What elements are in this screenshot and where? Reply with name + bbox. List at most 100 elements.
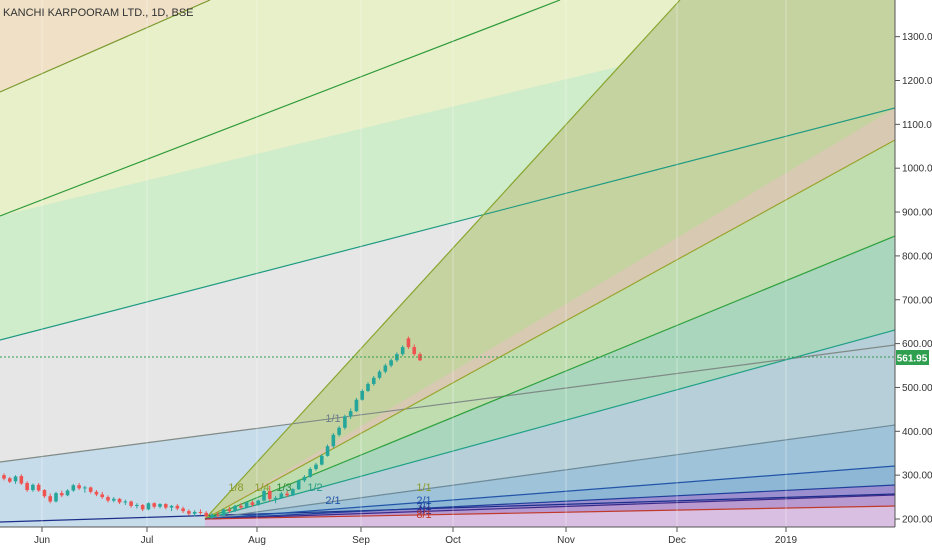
candle-body[interactable] (406, 338, 411, 348)
candle-body[interactable] (383, 365, 388, 372)
candle-body[interactable] (198, 511, 203, 513)
fan-ratio-label: 1/1 (325, 413, 340, 425)
y-tick-label: 400.00 (902, 427, 932, 438)
candle-body[interactable] (36, 484, 41, 491)
candle-body[interactable] (13, 476, 18, 482)
candle-body[interactable] (239, 505, 243, 508)
last-price-label: 561.95 (897, 354, 928, 365)
candle-body[interactable] (308, 469, 313, 477)
candle-body[interactable] (291, 489, 295, 496)
candle-body[interactable] (319, 455, 324, 465)
candle-body[interactable] (187, 511, 191, 514)
time-axis[interactable]: Jun Jul Aug Sep Oct Nov Dec 2019 (34, 527, 798, 546)
candle-body[interactable] (146, 503, 151, 510)
ray-top-olive (0, 0, 211, 93)
candle-body[interactable] (325, 446, 330, 456)
candle-body[interactable] (389, 360, 393, 366)
candle-body[interactable] (227, 509, 232, 512)
candle-body[interactable] (2, 475, 6, 479)
x-tick-label: Jun (34, 535, 50, 546)
candle-body[interactable] (343, 416, 347, 428)
candle-body[interactable] (267, 490, 272, 499)
candle-body[interactable] (100, 494, 105, 498)
candle-body[interactable] (31, 484, 35, 491)
candle-body[interactable] (152, 503, 157, 507)
candle-body[interactable] (117, 498, 122, 503)
candle-body[interactable] (296, 480, 301, 490)
ray-fan-1-4 (204, 139, 895, 520)
candle-body[interactable] (48, 496, 53, 502)
candle-body[interactable] (129, 501, 133, 506)
candle-body[interactable] (256, 500, 261, 505)
candle-body[interactable] (88, 487, 93, 492)
candle-body[interactable] (302, 476, 307, 481)
candle-body[interactable] (59, 493, 64, 496)
candle-body[interactable] (262, 490, 266, 501)
candle-body[interactable] (371, 377, 376, 384)
ray-fan-2-1 (204, 465, 895, 520)
candle-body[interactable] (77, 485, 81, 489)
candle-body[interactable] (221, 509, 226, 516)
candle-body[interactable] (377, 371, 382, 378)
candle-body[interactable] (123, 501, 128, 503)
y-tick-label: 600.00 (902, 339, 932, 350)
candle-body[interactable] (412, 347, 417, 355)
fan-ratio-label: 1/1 (416, 482, 431, 494)
candle-body[interactable] (181, 508, 185, 512)
candle-body[interactable] (250, 502, 255, 505)
candle-body[interactable] (331, 434, 336, 447)
candle-body[interactable] (158, 504, 162, 507)
price-axis[interactable]: 1300.00 1200.00 1100.00 1000.00 900.00 800.00… (895, 32, 932, 526)
fan-ratio-label: 1/3 (276, 482, 291, 494)
candle-body[interactable] (175, 505, 180, 509)
fan-ratio-label: 2/1 (416, 495, 431, 507)
candle-body[interactable] (7, 478, 12, 482)
ray-fan-1-8 (204, 0, 681, 520)
candle-body[interactable] (204, 512, 209, 517)
x-tick-label: Oct (445, 535, 461, 546)
candle-body[interactable] (71, 485, 76, 491)
candle-body[interactable] (25, 483, 29, 491)
candle-body[interactable] (210, 514, 214, 517)
x-tick-label: Dec (668, 535, 686, 546)
candle-body[interactable] (192, 511, 197, 514)
candle-body[interactable] (83, 487, 87, 489)
candle-body[interactable] (360, 390, 365, 400)
candle-body[interactable] (314, 464, 318, 470)
candle-body[interactable] (354, 399, 359, 412)
candle-body[interactable] (140, 504, 145, 510)
candle-body[interactable] (400, 347, 405, 355)
candle-body[interactable] (111, 498, 116, 501)
candle-body[interactable] (215, 514, 220, 516)
ray-fan-1-3 (204, 235, 895, 520)
y-tick-label: 1200.00 (902, 76, 932, 87)
candle-body[interactable] (163, 504, 168, 508)
candle-body[interactable] (169, 505, 174, 508)
ray-fan-1-2 (204, 329, 895, 520)
x-tick-label: Aug (248, 535, 266, 546)
candle-body[interactable] (348, 411, 353, 417)
candle-body[interactable] (279, 493, 284, 498)
ray-lower-navy (0, 493, 895, 523)
y-tick-label: 700.00 (902, 295, 932, 306)
candle-body[interactable] (135, 504, 139, 506)
candle-body[interactable] (54, 493, 58, 502)
candle-body[interactable] (94, 491, 99, 495)
x-tick-label: 2019 (775, 535, 798, 546)
candle-body[interactable] (106, 497, 110, 501)
fan-ratio-label: 1/2 (307, 482, 322, 494)
ray-fan-1-1 (204, 424, 895, 520)
ray-fan-4-1 (204, 494, 895, 520)
candle-body[interactable] (366, 383, 370, 391)
candle-body[interactable] (244, 502, 249, 508)
candle-body[interactable] (19, 476, 24, 484)
candle-body[interactable] (273, 497, 278, 499)
candle-body[interactable] (285, 493, 289, 496)
candle-body[interactable] (337, 427, 341, 435)
candle-body[interactable] (233, 505, 237, 512)
price-axis-background (895, 0, 932, 550)
candle-body[interactable] (42, 490, 47, 497)
candle-body[interactable] (65, 490, 70, 496)
